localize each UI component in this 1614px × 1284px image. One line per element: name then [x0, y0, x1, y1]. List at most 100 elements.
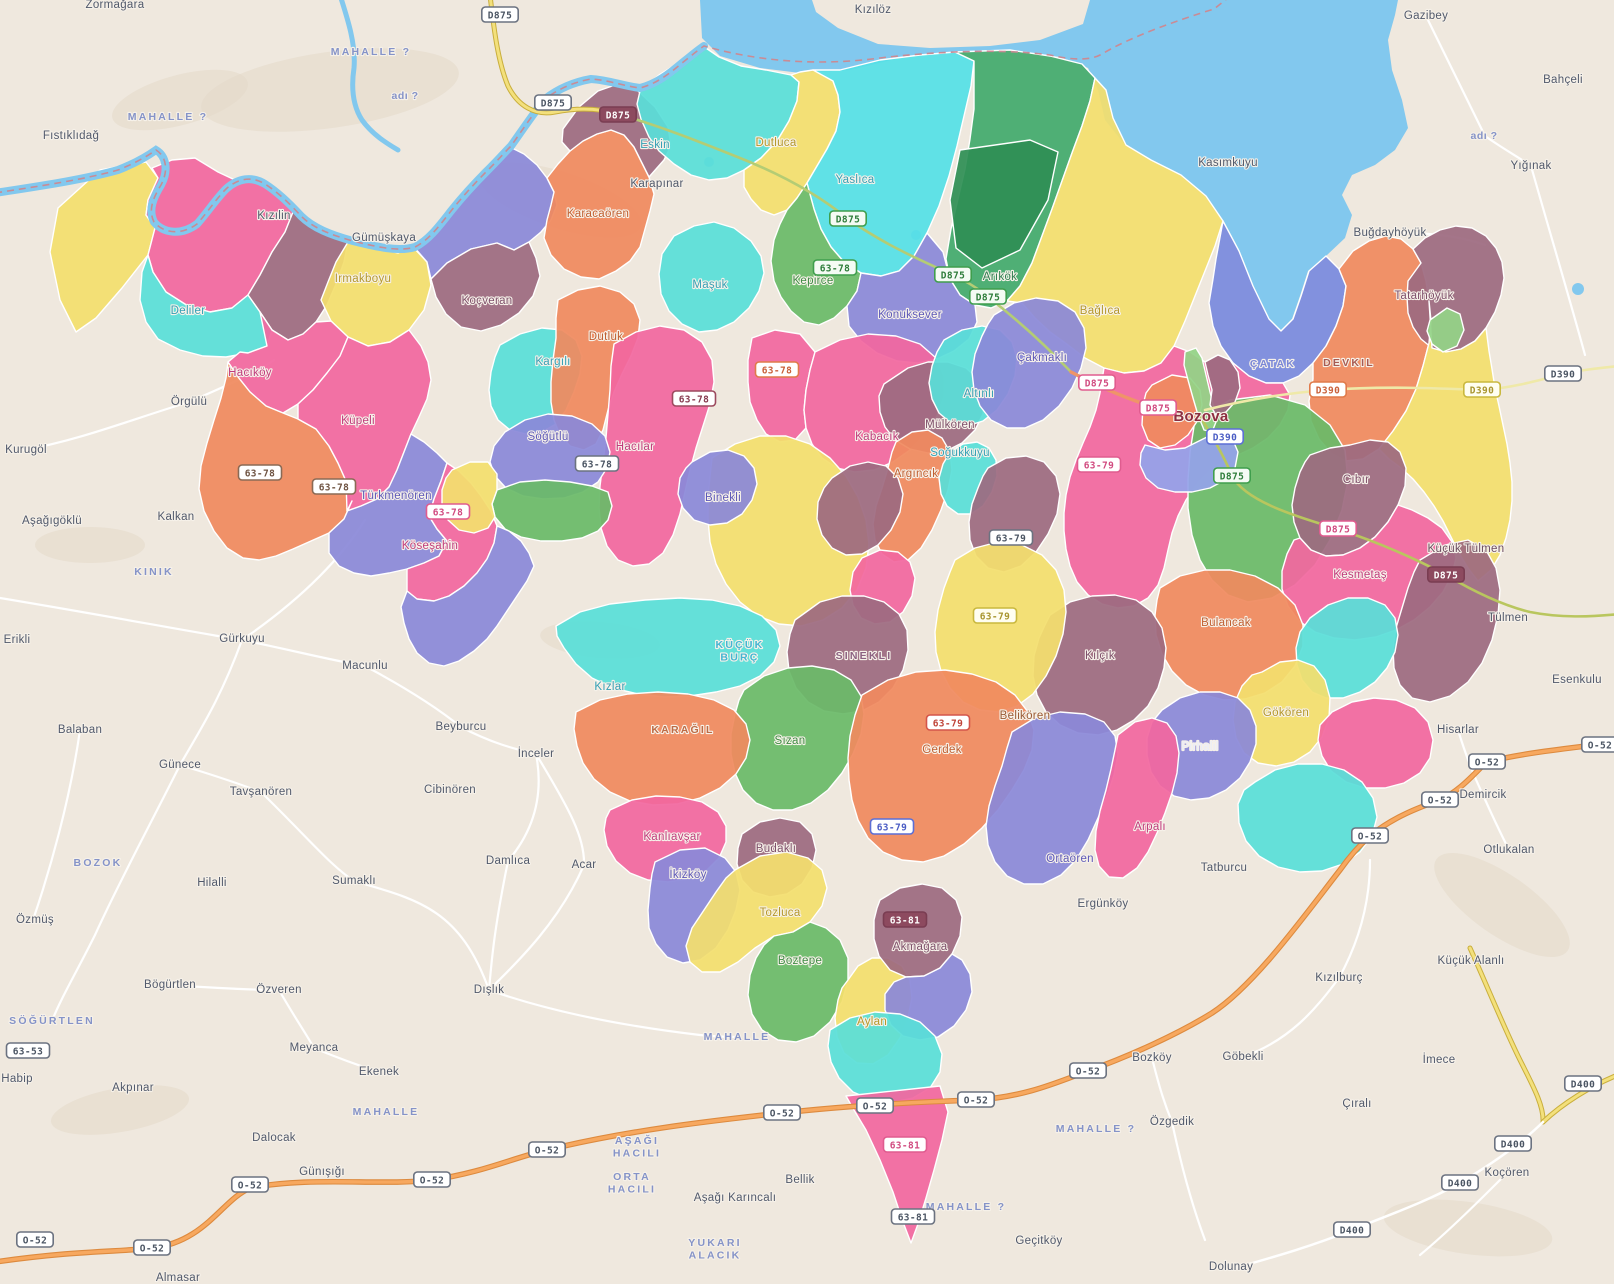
region-label: Kanlıavşar: [643, 831, 700, 843]
admin-label: MAHALLE: [353, 1106, 420, 1118]
pond: [1572, 283, 1584, 295]
road-D875-north: [489, 0, 620, 116]
region-label: Karacaören: [567, 208, 629, 220]
minor-road: [168, 983, 381, 1074]
road-shield-label: 63-79: [1084, 461, 1115, 472]
region-label: Boztepe: [778, 955, 822, 967]
road-shield-label: D390: [1551, 370, 1575, 381]
road-shield-label: O-52: [535, 1146, 559, 1157]
region-kepirce[interactable]: [770, 182, 862, 326]
town-label: Kızılin: [257, 210, 290, 222]
road-shield-label: D400: [1501, 1140, 1525, 1151]
region-label: Kesmetaş: [1333, 569, 1387, 581]
region-yellow-kosesahin-e[interactable]: [441, 461, 498, 534]
road-shield-label: O-52: [140, 1244, 164, 1255]
region-label: İkizköy: [669, 868, 706, 881]
region-cakmakli[interactable]: [971, 297, 1087, 429]
road-shield-label: D390: [1470, 386, 1494, 397]
region-label: Bulancak: [1201, 617, 1251, 629]
road-shield-label: O-52: [964, 1096, 988, 1107]
town-label: Küçük Alanlı: [1438, 955, 1505, 967]
road-shield-label: D875: [1220, 472, 1244, 483]
region-s-pink-wedge[interactable]: [845, 1085, 949, 1244]
region-label: Köseşahin: [402, 540, 458, 552]
road-shield-D875: [933, 266, 972, 283]
road-shield-O-52: [762, 1104, 801, 1121]
admin-label: MAHALLE ?: [926, 1201, 1006, 1213]
town-label: Gürkuyu: [219, 633, 265, 645]
town-label: Habip: [1, 1073, 33, 1085]
region-bozova-green-sliver[interactable]: [1183, 347, 1217, 433]
region-dutluk[interactable]: [550, 285, 641, 451]
admin-label: ORTA HACILI: [608, 1171, 656, 1196]
road-shield-label: 63-79: [877, 823, 908, 834]
region-green-sogutlu-s[interactable]: [491, 479, 613, 542]
road-shield-label: 63-79: [996, 534, 1027, 545]
admin-label: DEVKIL: [1323, 357, 1375, 369]
region-kocveran[interactable]: [430, 241, 541, 332]
region-boztepe[interactable]: [747, 921, 849, 1043]
region-arikok-forest[interactable]: [949, 139, 1059, 269]
road-shield-63-81: [882, 1136, 928, 1153]
town-label: Acar: [572, 859, 597, 871]
region-kucuk-tulmen[interactable]: [1392, 539, 1501, 703]
region-label: Dutluk: [589, 331, 623, 343]
town-label: Bozköy: [1132, 1052, 1172, 1064]
region-pink-bridge[interactable]: [747, 329, 816, 443]
region-binekli[interactable]: [677, 449, 758, 526]
region-label: Arıkök: [983, 271, 1017, 283]
road-shield-63-78: [311, 478, 357, 495]
town-label: İmece: [1423, 1053, 1456, 1066]
region-ortaoren[interactable]: [985, 711, 1119, 885]
region-mauve-a[interactable]: [816, 461, 904, 556]
region-arpali[interactable]: [1094, 717, 1180, 879]
region-label: Küpeli: [341, 415, 375, 427]
region-belikoren-yellow[interactable]: [934, 541, 1067, 713]
region-west-orange[interactable]: [198, 361, 353, 561]
town-label: Balaban: [58, 724, 102, 736]
road-shield-63-53: [5, 1042, 51, 1059]
region-label: Tozluca: [759, 907, 800, 919]
region-kizlar[interactable]: [555, 597, 781, 698]
region-label: Binekli: [705, 492, 741, 504]
road-shield-label: 63-81: [898, 1213, 929, 1224]
minor-road: [1456, 728, 1511, 852]
region-masuk[interactable]: [658, 221, 765, 333]
town-label: Gümüşkaya: [352, 232, 416, 244]
road-shield-label: D875: [541, 99, 565, 110]
town-label: Bögürtlen: [144, 979, 196, 991]
road-shield-label: O-52: [23, 1236, 47, 1247]
region-sw-purple[interactable]: [400, 525, 535, 667]
region-karagil[interactable]: [573, 691, 751, 806]
road-shield-label: O-52: [1588, 741, 1612, 752]
region-label: Maşuk: [692, 279, 727, 291]
road-shield-63-79: [1076, 456, 1122, 473]
region-label: Bağlıca: [1080, 305, 1121, 317]
admin-label: adı ?: [1470, 130, 1497, 142]
region-east-greenpatch[interactable]: [1426, 307, 1465, 353]
admin-label: YUKARI ALACIK: [688, 1237, 741, 1262]
admin-label: ÇATAK: [1250, 358, 1296, 370]
minor-road: [0, 596, 463, 729]
town-label: Hilalli: [197, 877, 227, 889]
region-label: Ortaören: [1046, 853, 1094, 865]
road-shield-D875: [828, 210, 867, 227]
region-bozova-mauve-sliver[interactable]: [1204, 354, 1241, 416]
region-label: Çakmaklı: [1017, 352, 1067, 364]
road-shield-label: D875: [1434, 571, 1458, 582]
region-kupeli[interactable]: [297, 329, 432, 512]
admin-boundary: [0, 0, 1227, 250]
region-tozluca[interactable]: [685, 851, 828, 973]
road-shield-O-52: [1581, 736, 1614, 753]
region-e-pink[interactable]: [1317, 697, 1434, 789]
lake-ataturk-reservoir: [700, 0, 1408, 331]
town-label: Kurugöl: [5, 444, 47, 456]
road-shield-label: O-52: [770, 1109, 794, 1120]
town-label: Özveren: [256, 984, 302, 996]
road-shield-D875: [1427, 566, 1466, 583]
region-label: Konuksever: [878, 309, 942, 321]
road-shield-label: 63-78: [820, 264, 851, 275]
town-label: Günece: [159, 759, 201, 771]
